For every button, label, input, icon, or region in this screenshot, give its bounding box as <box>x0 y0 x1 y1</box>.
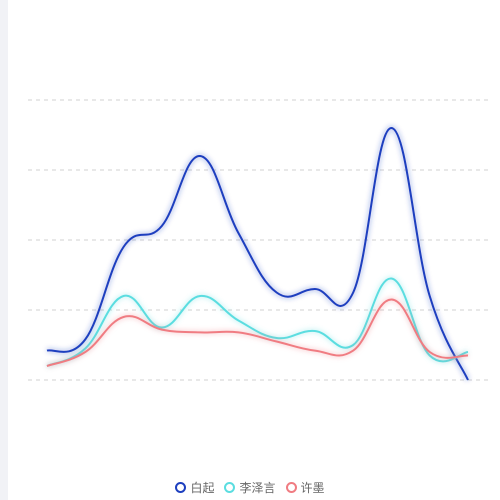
gridlines <box>28 99 490 381</box>
series-1 <box>46 125 471 382</box>
series-line <box>46 298 469 367</box>
legend-item-series-1[interactable]: 白起 <box>175 479 214 496</box>
series-3 <box>46 296 469 369</box>
left-edge-strip <box>0 0 8 500</box>
series-line <box>46 126 469 381</box>
series-glow <box>45 276 469 369</box>
legend-marker-icon <box>224 481 236 493</box>
legend-item-series-2[interactable]: 李泽言 <box>224 479 276 496</box>
legend-marker-icon <box>285 481 297 493</box>
series-2 <box>45 276 469 369</box>
legend-label: 白起 <box>190 480 215 495</box>
legend-marker-icon <box>175 481 187 493</box>
legend-label: 李泽言 <box>239 480 276 495</box>
legend-item-series-3[interactable]: 许墨 <box>285 479 325 496</box>
legend: 白起 李泽言 许墨 <box>0 479 500 495</box>
legend-label: 许墨 <box>300 480 325 495</box>
series-line <box>46 277 469 367</box>
series-lines <box>45 125 471 382</box>
